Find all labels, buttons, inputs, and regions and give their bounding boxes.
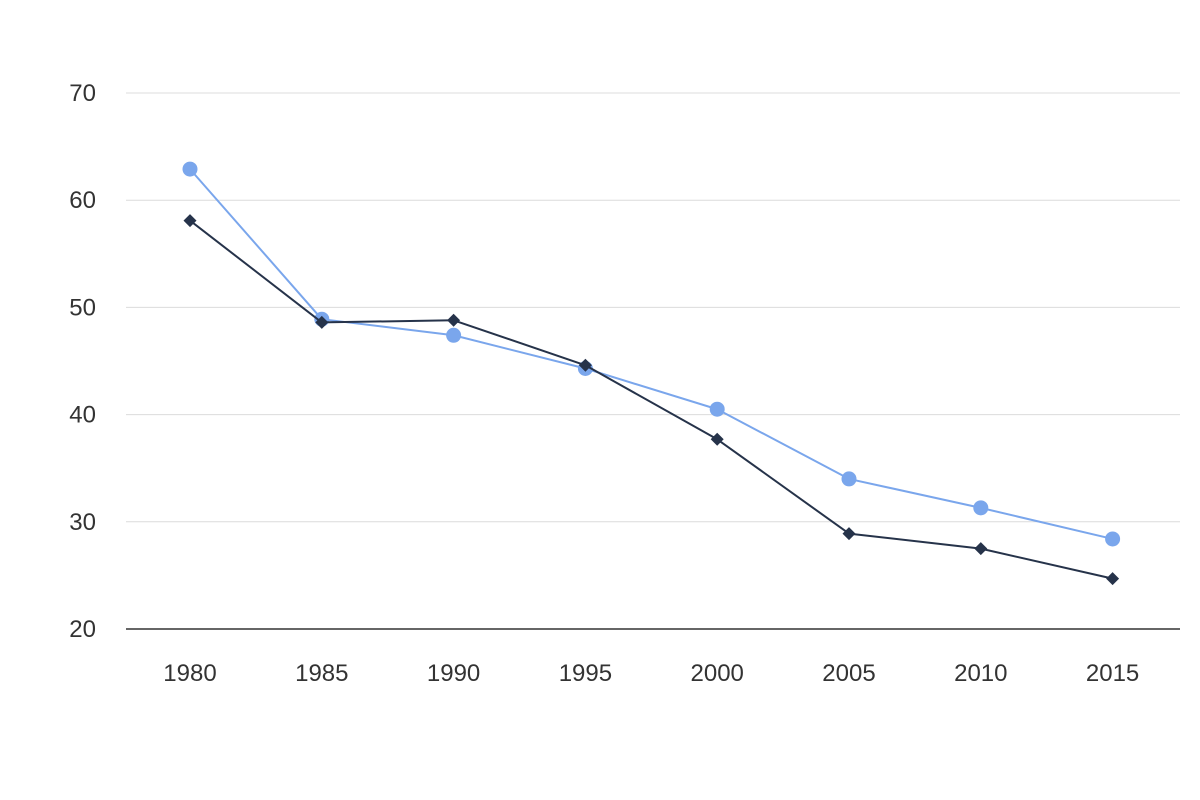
x-axis-labels: 1980 1985 1990 1995 2000 2005 2010 2015 [163,660,1139,687]
data-point-diamond [710,432,724,446]
grid-layer [126,92,1180,630]
data-point-diamond [842,527,856,541]
data-point-circle [973,500,989,516]
x-tick-label: 1980 [163,660,216,687]
x-tick-label: 2000 [691,660,744,687]
y-tick-label: 30 [69,509,96,536]
y-tick-label: 20 [69,616,96,643]
data-point-circle [446,327,462,343]
series-2 [183,214,1120,586]
x-tick-label: 2015 [1086,660,1139,687]
y-tick-label: 50 [69,294,96,321]
data-point-diamond [1106,572,1120,586]
series-layer [182,161,1121,586]
x-tick-label: 1990 [427,660,480,687]
data-point-diamond [974,542,988,556]
x-tick-label: 2005 [822,660,875,687]
data-point-diamond [447,313,461,327]
data-point-diamond [315,315,329,329]
data-point-circle [709,401,725,417]
series-1 [182,161,1121,547]
data-point-circle [1105,531,1121,547]
y-tick-label: 40 [69,402,96,429]
data-point-circle [841,471,857,487]
y-tick-label: 60 [69,187,96,214]
x-tick-label: 2010 [954,660,1007,687]
data-point-diamond [578,358,592,372]
series-line [189,219,1113,580]
x-tick-label: 1995 [559,660,612,687]
x-tick-label: 1985 [295,660,348,687]
data-point-diamond [183,214,197,228]
y-tick-label: 70 [69,80,96,107]
series-line [189,168,1113,540]
data-point-circle [182,161,198,177]
y-axis-labels: 20 30 40 50 60 70 [69,80,96,643]
